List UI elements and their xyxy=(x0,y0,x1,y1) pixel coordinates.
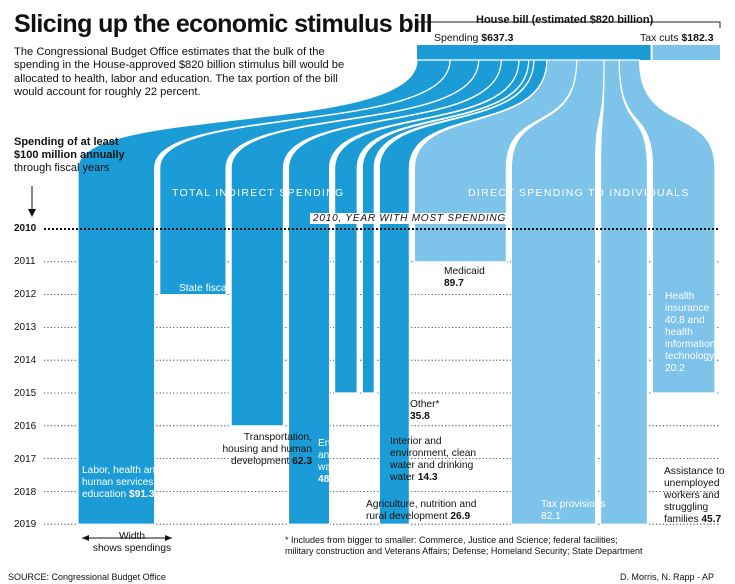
flow-bands xyxy=(77,45,720,525)
bill-bracket xyxy=(417,21,721,28)
series-value: $91.3 xyxy=(129,489,155,500)
series-label-assistance: Assistance to unemployed workers and str… xyxy=(664,466,734,526)
series-label-taxprov: Tax provisions 82.1 xyxy=(541,499,616,523)
series-value: 35.8 xyxy=(410,411,430,422)
series-value: 48.9 xyxy=(318,474,338,485)
width-arrow-left xyxy=(82,535,89,541)
series-value: 89.7 xyxy=(444,278,464,289)
series-value: 20.2 xyxy=(665,363,685,374)
spending-split-label: Spending $637.3 xyxy=(434,32,513,44)
taxcut-bar xyxy=(652,45,720,60)
width-legend: Width shows spendings xyxy=(82,531,182,555)
series-label-agriculture: Agriculture, nutrition and rural develop… xyxy=(366,499,486,523)
year-label: 2012 xyxy=(14,289,37,300)
spending-split-name: Spending xyxy=(434,32,479,44)
year-label: 2016 xyxy=(14,421,37,432)
peak-year-label: 2010, YEAR WITH MOST SPENDING xyxy=(310,213,510,224)
series-value: 82.1 xyxy=(541,511,561,522)
chart-title: Slicing up the economic stimulus bill xyxy=(14,10,433,38)
width-arrow-right xyxy=(165,535,172,541)
series-name: Assistance to unemployed workers and str… xyxy=(664,466,725,525)
series-name: Energy and water xyxy=(318,438,351,473)
taxcut-split-label: Tax cuts $182.3 xyxy=(640,32,714,44)
direct-group-header: DIRECT SPENDING TO INDIVIDUALS xyxy=(468,187,690,199)
flow-band-10 xyxy=(618,59,716,394)
series-name: Interior and environment, clean water an… xyxy=(390,436,477,483)
series-name: Other* xyxy=(410,399,440,410)
year-label: 2010 xyxy=(14,223,37,234)
source-credit: SOURCE: Congressional Budget Office xyxy=(8,572,166,582)
footnote-line2: military construction and Veterans Affai… xyxy=(285,546,643,556)
year-label: 2017 xyxy=(14,454,37,465)
year-label: 2018 xyxy=(14,487,37,498)
series-label-labor: Labor, health and human services, educat… xyxy=(82,465,172,501)
width-legend-line1: Width xyxy=(118,531,146,542)
author-credit: D. Morris, N. Rapp - AP xyxy=(620,572,715,582)
series-value: 62.3 xyxy=(292,456,312,467)
spending-note-line2: $100 million annually xyxy=(14,149,125,161)
series-value: 40.8 xyxy=(665,315,685,326)
series-conjunction: and xyxy=(687,315,705,326)
series-name: Medicaid xyxy=(444,266,485,277)
intro-text: The Congressional Budget Office estimate… xyxy=(14,46,345,99)
spending-note-line1: Spending of at least xyxy=(14,136,119,148)
overlay-lines xyxy=(28,21,721,541)
series-label-state: State fiscal stabilization fund 79.0 xyxy=(179,283,249,319)
series-name: Labor, health and human services, educat… xyxy=(82,465,161,500)
year-label: 2011 xyxy=(14,256,36,267)
series-value: 79.0 xyxy=(201,307,222,318)
year-label: 2015 xyxy=(14,388,37,399)
taxcut-split-name: Tax cuts xyxy=(640,32,679,44)
spending-note: Spending of at least $100 million annual… xyxy=(14,136,125,175)
series-label-health: Health insurance 40.8 and health informa… xyxy=(665,291,721,375)
indirect-group-header: TOTAL INDIRECT SPENDING xyxy=(172,187,345,199)
flow-band-7 xyxy=(413,59,578,263)
series-name: State fiscal stabilization fund xyxy=(179,283,233,318)
series-name: Health insurance xyxy=(665,291,710,314)
taxcut-split-value: $182.3 xyxy=(681,32,714,44)
footnote-line1: * Includes from bigger to smaller: Comme… xyxy=(285,535,618,545)
series-name: Transportation, housing and human develo… xyxy=(222,432,313,467)
year-label: 2019 xyxy=(14,519,37,530)
year-label: 2013 xyxy=(14,322,37,333)
bill-total-label: House bill (estimated $820 billion) xyxy=(476,14,654,26)
series-value: 14.3 xyxy=(417,472,438,483)
series-label-medicaid: Medicaid 89.7 xyxy=(444,266,514,290)
series-label-interior: Interior and environment, clean water an… xyxy=(390,436,490,484)
width-legend-line2: shows spendings xyxy=(92,543,172,554)
flow-band-9 xyxy=(599,59,649,525)
flow-band-8 xyxy=(510,59,605,525)
series-label-energy: Energy and water 48.9 xyxy=(318,438,356,486)
series-name: Agriculture, nutrition and rural develop… xyxy=(366,499,477,522)
series-label-other: Other* 35.8 xyxy=(410,399,470,423)
spending-note-line3: through fiscal years xyxy=(14,162,110,174)
spending-bar xyxy=(417,45,651,60)
series-value: 45.7 xyxy=(701,514,722,525)
series-name: health information technology xyxy=(665,327,716,362)
series-label-transport: Transportation, housing and human develo… xyxy=(212,432,313,468)
year-label: 2014 xyxy=(14,355,37,366)
arrow-down-head xyxy=(28,209,36,217)
series-value: 26.9 xyxy=(450,511,471,522)
spending-split-value: $637.3 xyxy=(481,32,514,44)
series-name: Tax provisions xyxy=(541,499,606,510)
